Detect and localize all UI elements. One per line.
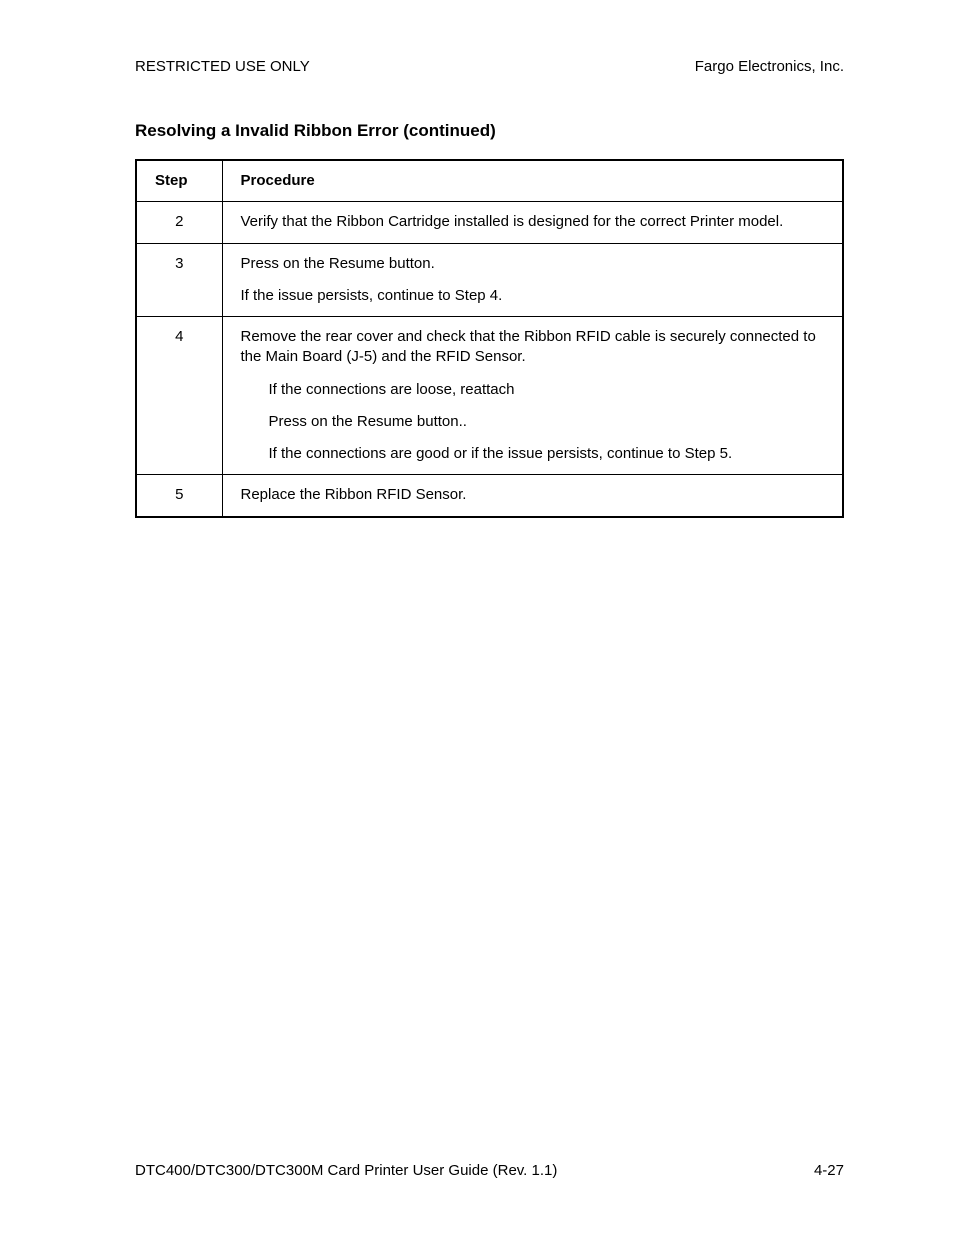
- page-footer: DTC400/DTC300/DTC300M Card Printer User …: [135, 1162, 844, 1179]
- procedure-text: Press on the Resume button.: [241, 254, 831, 274]
- procedure-cell: Verify that the Ribbon Cartridge install…: [222, 202, 843, 243]
- page-body: RESTRICTED USE ONLY Fargo Electronics, I…: [0, 0, 954, 518]
- table-row: 5 Replace the Ribbon RFID Sensor.: [136, 475, 843, 517]
- procedure-text: Verify that the Ribbon Cartridge install…: [241, 212, 831, 232]
- step-cell: 4: [136, 317, 222, 475]
- procedure-cell: Remove the rear cover and check that the…: [222, 317, 843, 475]
- col-step: Step: [136, 160, 222, 202]
- procedure-cell: Replace the Ribbon RFID Sensor.: [222, 475, 843, 517]
- table-row: 2 Verify that the Ribbon Cartridge instal…: [136, 202, 843, 243]
- col-procedure: Procedure: [222, 160, 843, 202]
- table-row: 4 Remove the rear cover and check that th…: [136, 317, 843, 475]
- procedure-text: Press on the Resume button..: [241, 412, 831, 432]
- section-title: Resolving a Invalid Ribbon Error (contin…: [135, 121, 844, 141]
- page-header: RESTRICTED USE ONLY Fargo Electronics, I…: [135, 58, 844, 75]
- step-cell: 3: [136, 243, 222, 317]
- table-header-row: Step Procedure: [136, 160, 843, 202]
- footer-left: DTC400/DTC300/DTC300M Card Printer User …: [135, 1162, 557, 1179]
- table-row: 3 Press on the Resume button. If the issue…: [136, 243, 843, 317]
- procedure-text: If the connections are good or if the is…: [241, 444, 831, 464]
- step-cell: 5: [136, 475, 222, 517]
- procedure-text: If the connections are loose, reattach: [241, 380, 831, 400]
- procedure-table: Step Procedure 2 Verify that the Ribbon C…: [135, 159, 844, 518]
- procedure-cell: Press on the Resume button. If the issue …: [222, 243, 843, 317]
- step-cell: 2: [136, 202, 222, 243]
- procedure-text: Replace the Ribbon RFID Sensor.: [241, 485, 831, 505]
- procedure-text: Remove the rear cover and check that the…: [241, 327, 831, 368]
- footer-right: 4-27: [814, 1162, 844, 1179]
- header-left: RESTRICTED USE ONLY: [135, 58, 310, 75]
- procedure-text: If the issue persists, continue to Step …: [241, 286, 831, 306]
- header-right: Fargo Electronics, Inc.: [695, 58, 844, 75]
